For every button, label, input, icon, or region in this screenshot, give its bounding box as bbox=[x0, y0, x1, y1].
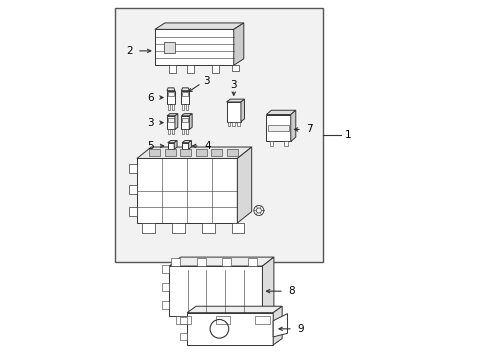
Bar bbox=[231, 223, 244, 233]
Bar bbox=[267, 125, 288, 131]
Bar bbox=[182, 92, 188, 96]
Bar bbox=[202, 223, 214, 233]
Bar bbox=[182, 104, 184, 110]
Bar bbox=[167, 91, 175, 104]
Text: 3: 3 bbox=[203, 76, 209, 86]
Polygon shape bbox=[233, 23, 244, 65]
Polygon shape bbox=[181, 88, 189, 91]
Bar bbox=[162, 265, 169, 273]
Text: 3: 3 bbox=[230, 80, 237, 90]
Polygon shape bbox=[262, 257, 273, 316]
Text: 5: 5 bbox=[146, 141, 153, 151]
Bar bbox=[171, 258, 180, 266]
Bar bbox=[181, 116, 189, 130]
Polygon shape bbox=[167, 88, 175, 91]
Bar bbox=[172, 223, 184, 233]
Polygon shape bbox=[226, 99, 244, 102]
Bar bbox=[180, 317, 187, 324]
Polygon shape bbox=[237, 147, 251, 223]
Bar bbox=[142, 223, 155, 233]
Bar bbox=[196, 149, 206, 156]
Bar bbox=[186, 130, 188, 134]
Polygon shape bbox=[241, 99, 244, 122]
Bar bbox=[196, 258, 205, 266]
Bar bbox=[237, 122, 240, 126]
Bar bbox=[137, 158, 237, 223]
Bar bbox=[187, 65, 194, 73]
Bar bbox=[186, 104, 188, 110]
Bar bbox=[162, 283, 169, 291]
Bar bbox=[226, 149, 237, 156]
Polygon shape bbox=[174, 140, 177, 149]
Bar bbox=[129, 185, 137, 194]
Polygon shape bbox=[137, 147, 251, 158]
Text: 6: 6 bbox=[146, 93, 153, 103]
Bar bbox=[167, 104, 170, 110]
Bar bbox=[171, 130, 174, 134]
Polygon shape bbox=[187, 306, 282, 313]
Bar bbox=[167, 130, 170, 134]
Bar bbox=[212, 65, 219, 73]
Text: 4: 4 bbox=[203, 141, 210, 151]
Bar bbox=[187, 313, 273, 345]
Bar bbox=[284, 141, 287, 147]
Bar bbox=[222, 258, 231, 266]
Bar bbox=[167, 116, 175, 130]
Bar bbox=[149, 149, 160, 156]
Bar bbox=[180, 149, 191, 156]
Bar bbox=[227, 122, 230, 126]
Polygon shape bbox=[175, 114, 178, 130]
Bar bbox=[169, 65, 176, 73]
Polygon shape bbox=[290, 110, 295, 141]
Polygon shape bbox=[188, 140, 191, 149]
Polygon shape bbox=[273, 306, 282, 345]
Text: 3: 3 bbox=[146, 118, 153, 128]
Polygon shape bbox=[273, 314, 287, 337]
Text: 9: 9 bbox=[297, 324, 303, 334]
Text: 1: 1 bbox=[344, 130, 351, 140]
Polygon shape bbox=[169, 257, 273, 266]
Bar bbox=[255, 316, 269, 324]
Bar bbox=[232, 122, 235, 126]
Bar bbox=[162, 301, 169, 309]
Bar bbox=[168, 118, 174, 122]
Polygon shape bbox=[167, 114, 178, 116]
Bar bbox=[182, 143, 188, 149]
Bar bbox=[181, 91, 189, 104]
Text: 2: 2 bbox=[126, 46, 132, 56]
Bar bbox=[115, 8, 323, 262]
Bar bbox=[266, 114, 290, 141]
Polygon shape bbox=[266, 110, 295, 114]
Bar bbox=[211, 149, 222, 156]
Bar bbox=[163, 42, 174, 53]
Bar bbox=[164, 149, 175, 156]
Bar bbox=[167, 143, 174, 149]
Bar bbox=[129, 164, 137, 173]
Bar bbox=[168, 92, 174, 96]
Bar bbox=[176, 316, 190, 324]
Bar bbox=[215, 316, 230, 324]
Bar bbox=[269, 141, 273, 147]
Bar bbox=[182, 118, 188, 122]
Polygon shape bbox=[167, 140, 177, 143]
Bar bbox=[226, 102, 241, 122]
Text: 7: 7 bbox=[305, 125, 312, 134]
Bar bbox=[169, 266, 262, 316]
Bar bbox=[247, 258, 256, 266]
Polygon shape bbox=[189, 114, 192, 130]
Polygon shape bbox=[182, 140, 191, 143]
Bar bbox=[180, 333, 187, 341]
Bar bbox=[231, 65, 239, 71]
Bar bbox=[155, 30, 233, 65]
Polygon shape bbox=[181, 114, 192, 116]
Bar bbox=[182, 130, 184, 134]
Polygon shape bbox=[155, 23, 244, 30]
Bar bbox=[171, 104, 174, 110]
Bar bbox=[129, 207, 137, 216]
Text: 8: 8 bbox=[287, 286, 294, 296]
